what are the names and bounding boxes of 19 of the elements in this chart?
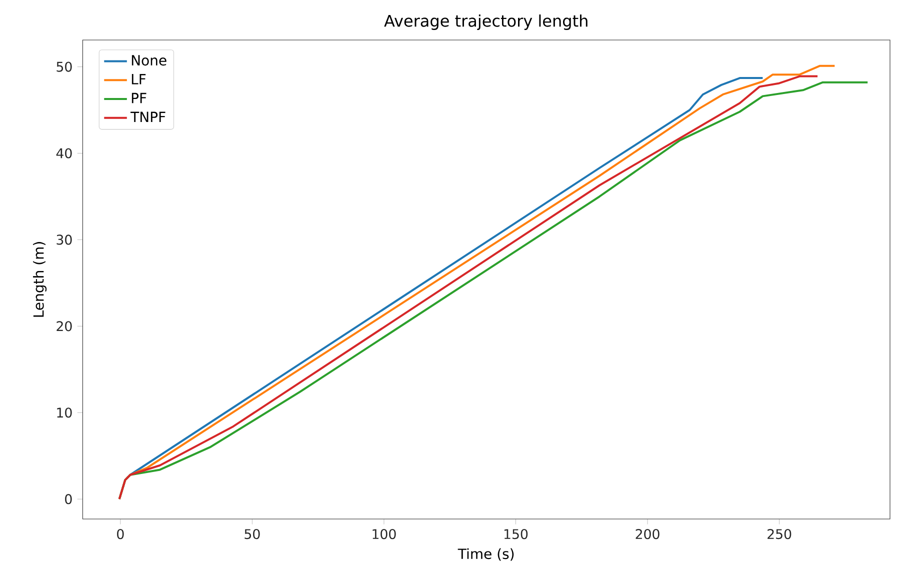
x-axis-title: Time (s) — [458, 548, 514, 561]
x-tick-label: 100 — [372, 529, 396, 540]
legend-label: PF — [132, 92, 146, 104]
y-tick-label: 40 — [56, 148, 72, 158]
legend-label: None — [132, 55, 166, 66]
x-tick-label: 50 — [244, 529, 260, 540]
x-tick-label: 200 — [636, 529, 660, 540]
legend-label: LF — [132, 74, 146, 84]
x-tick-label: 0 — [117, 529, 124, 540]
x-tick-label: 250 — [768, 529, 792, 540]
y-tick-label: 50 — [56, 62, 72, 72]
y-tick-label: 30 — [56, 234, 72, 245]
chart-title: Average trajectory length — [384, 14, 588, 30]
y-tick-label: 0 — [65, 494, 72, 504]
y-axis-title: Length (m) — [33, 242, 47, 317]
y-tick-label: 20 — [56, 321, 72, 332]
x-tick-label: 150 — [504, 529, 528, 540]
y-tick-label: 10 — [57, 408, 72, 418]
legend-label: TNPF — [130, 112, 166, 122]
